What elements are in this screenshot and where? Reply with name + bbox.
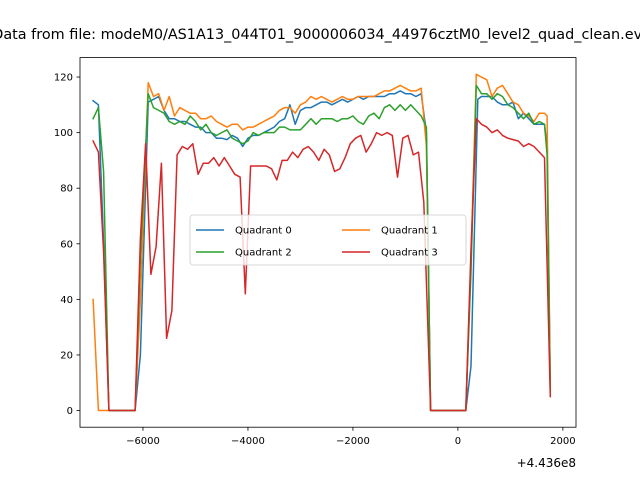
- y-tick-label: 120: [54, 73, 73, 84]
- y-tick-label: 40: [60, 295, 73, 306]
- chart-title: Data from file: modeM0/AS1A13_044T01_900…: [0, 27, 640, 43]
- series-line-quadrant-2: [92, 84, 552, 412]
- series-line-quadrant-3: [92, 117, 552, 412]
- y-tick-label: 100: [54, 128, 73, 139]
- legend-label-quadrant-0: Quadrant 0: [235, 226, 292, 237]
- legend-label-quadrant-1: Quadrant 1: [381, 226, 438, 237]
- y-tick-label: 80: [60, 184, 73, 195]
- legend-label-quadrant-3: Quadrant 3: [381, 248, 438, 259]
- x-tick-label: −4000: [231, 436, 265, 447]
- legend-box: [189, 214, 467, 266]
- x-axis-offset-label: +4.436e8: [517, 456, 576, 470]
- y-tick-label: 20: [60, 350, 73, 361]
- x-tick-label: −2000: [336, 436, 370, 447]
- axes-frame: [79, 57, 577, 428]
- x-tick-label: 2000: [550, 436, 575, 447]
- y-tick-label: 0: [67, 406, 73, 417]
- x-tick-label: −6000: [126, 436, 160, 447]
- legend: Quadrant 0 Quadrant 1 Quadrant 2 Quadrant 3: [189, 214, 467, 266]
- series-line-quadrant-0: [92, 90, 552, 412]
- plot-area: [92, 73, 552, 412]
- series-layer: [92, 73, 552, 412]
- legend-label-quadrant-2: Quadrant 2: [235, 248, 292, 259]
- axes-layer: −6000 −4000 −2000 0 2000 0 20 40 60 80 100 120: [54, 57, 577, 447]
- y-tick-label: 60: [60, 239, 73, 250]
- series-line-quadrant-1: [92, 73, 552, 412]
- x-tick-label: 0: [455, 436, 461, 447]
